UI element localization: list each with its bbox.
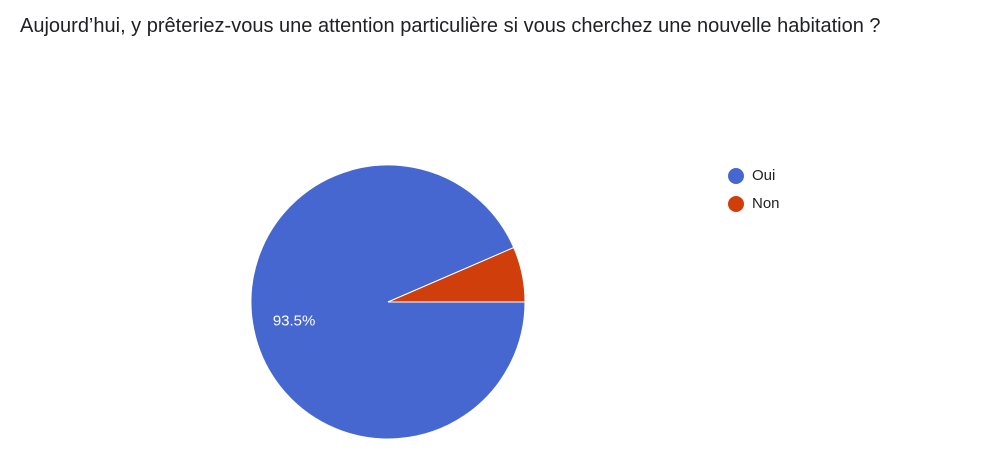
pie-slice [387, 246, 526, 303]
legend-marker [728, 168, 744, 184]
data-label: 93.5% [273, 312, 316, 329]
chart-title: Aujourd’hui, y prêteriez-vous une attent… [20, 15, 881, 37]
legend-label: Non [752, 195, 780, 212]
legend-label: Oui [752, 167, 775, 184]
legend-marker [728, 196, 744, 212]
